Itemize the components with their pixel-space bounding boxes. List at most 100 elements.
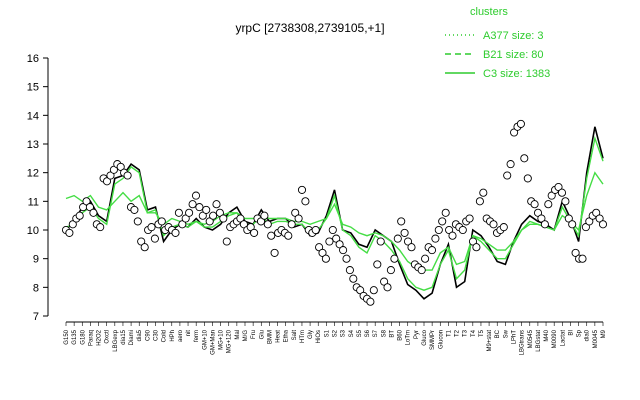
y-tick-label: 8 bbox=[33, 282, 39, 294]
x-tick-label: Pyr bbox=[414, 330, 420, 339]
x-tick-label: MG+10 bbox=[219, 329, 225, 350]
x-tick-label: LPhT bbox=[512, 330, 518, 345]
data-point bbox=[321, 254, 330, 263]
legend-entry-a377: A377 size: 3 bbox=[483, 30, 544, 42]
x-tick-label: Cold bbox=[162, 330, 168, 342]
x-tick-label: S1 bbox=[324, 329, 330, 337]
data-point bbox=[174, 208, 183, 217]
y-tick-label: 12 bbox=[27, 168, 39, 180]
data-point bbox=[311, 225, 320, 235]
data-point bbox=[503, 171, 512, 180]
data-point bbox=[578, 254, 587, 263]
data-point bbox=[366, 297, 375, 306]
data-point bbox=[397, 217, 406, 226]
data-point bbox=[421, 254, 430, 263]
data-point bbox=[287, 220, 296, 229]
series-line-b21 bbox=[65, 135, 604, 291]
x-tick-label: Gluco bbox=[422, 329, 428, 345]
data-point bbox=[137, 237, 146, 246]
data-point bbox=[417, 266, 426, 275]
data-point bbox=[458, 225, 467, 235]
data-point bbox=[598, 220, 608, 229]
x-tick-label: GM+Man bbox=[210, 330, 216, 355]
data-point bbox=[339, 246, 348, 255]
data-point bbox=[219, 214, 228, 223]
data-point bbox=[530, 200, 539, 209]
data-point bbox=[191, 191, 201, 200]
data-point bbox=[96, 223, 105, 232]
x-tick-label: S8 bbox=[381, 329, 387, 337]
x-tick-label: T1 bbox=[446, 329, 452, 337]
x-tick-label: LoTm bbox=[406, 330, 412, 345]
data-point bbox=[499, 223, 508, 232]
y-tick-label: 7 bbox=[33, 311, 39, 323]
x-tick-label: LBGexp bbox=[113, 329, 119, 351]
x-tick-label: HiOs bbox=[316, 330, 322, 343]
x-tick-label: H2O2 bbox=[97, 329, 103, 345]
x-tick-label: S7 bbox=[373, 329, 379, 337]
x-tick-label: Heat bbox=[276, 330, 282, 343]
data-point bbox=[403, 237, 413, 246]
data-point bbox=[195, 203, 204, 212]
data-point bbox=[554, 182, 563, 192]
x-tick-label: S6 bbox=[365, 329, 371, 337]
x-tick-label: LBGtrans bbox=[520, 330, 526, 355]
data-point bbox=[263, 220, 272, 229]
x-tick-label: Mal bbox=[235, 330, 241, 340]
data-point bbox=[209, 211, 218, 220]
x-tick-label: Etha bbox=[284, 329, 290, 342]
x-tick-label: ferm bbox=[194, 330, 200, 342]
x-tick-label: BC bbox=[495, 329, 501, 338]
y-axis: 7 8 9 10 11 12 13 14 15 16 bbox=[27, 53, 49, 323]
x-tick-label: M/G bbox=[243, 330, 249, 342]
data-point bbox=[345, 266, 354, 275]
data-point bbox=[557, 188, 567, 197]
x-tick-label: M9 bbox=[601, 329, 607, 338]
data-point bbox=[147, 223, 156, 232]
data-point bbox=[157, 217, 166, 226]
data-point bbox=[133, 217, 142, 226]
data-point bbox=[349, 274, 358, 283]
data-point bbox=[68, 220, 77, 229]
x-tick-label: M40 bbox=[544, 329, 550, 341]
data-point bbox=[571, 248, 580, 257]
data-point bbox=[540, 220, 549, 229]
x-tick-label: T4 bbox=[471, 329, 477, 337]
x-tick-label: Salt bbox=[292, 330, 298, 341]
x-tick-label: C90 bbox=[145, 329, 151, 341]
x-tick-label: aero bbox=[178, 329, 184, 342]
x-tick-label: T5 bbox=[479, 329, 485, 337]
data-point bbox=[342, 254, 351, 263]
data-point bbox=[506, 160, 515, 169]
data-point bbox=[284, 231, 293, 240]
x-tick-label: BI bbox=[568, 330, 574, 336]
x-tick-label: Lactat bbox=[560, 330, 566, 347]
legend-entry-b21: B21 size: 80 bbox=[483, 49, 544, 61]
data-point bbox=[335, 240, 344, 249]
data-point bbox=[441, 208, 450, 217]
data-point bbox=[260, 211, 269, 220]
data-point bbox=[393, 234, 402, 243]
data-point bbox=[475, 197, 484, 206]
x-tick-label: HPh bbox=[170, 330, 176, 342]
data-point bbox=[369, 286, 378, 295]
x-tick-label: G180 bbox=[80, 329, 86, 344]
data-point bbox=[236, 214, 245, 223]
x-tick-label: MG+120 bbox=[227, 329, 233, 353]
data-point bbox=[140, 243, 149, 252]
x-tick-label: M0545 bbox=[528, 329, 534, 348]
y-tick-label: 16 bbox=[27, 53, 39, 65]
x-tick-label: BMM bbox=[267, 330, 273, 344]
data-point bbox=[479, 188, 488, 197]
x-tick-label: Sp bbox=[577, 329, 583, 337]
legend-entry-c3: C3 size: 1383 bbox=[483, 68, 550, 80]
x-tick-label: Paraq bbox=[88, 330, 94, 346]
data-point bbox=[123, 171, 132, 180]
data-point bbox=[520, 154, 529, 163]
x-tick-label: nit bbox=[186, 330, 192, 337]
x-tick-label: Fru bbox=[251, 330, 257, 339]
data-point bbox=[188, 200, 197, 209]
data-point bbox=[386, 266, 395, 275]
x-tick-label: S5 bbox=[357, 329, 363, 337]
